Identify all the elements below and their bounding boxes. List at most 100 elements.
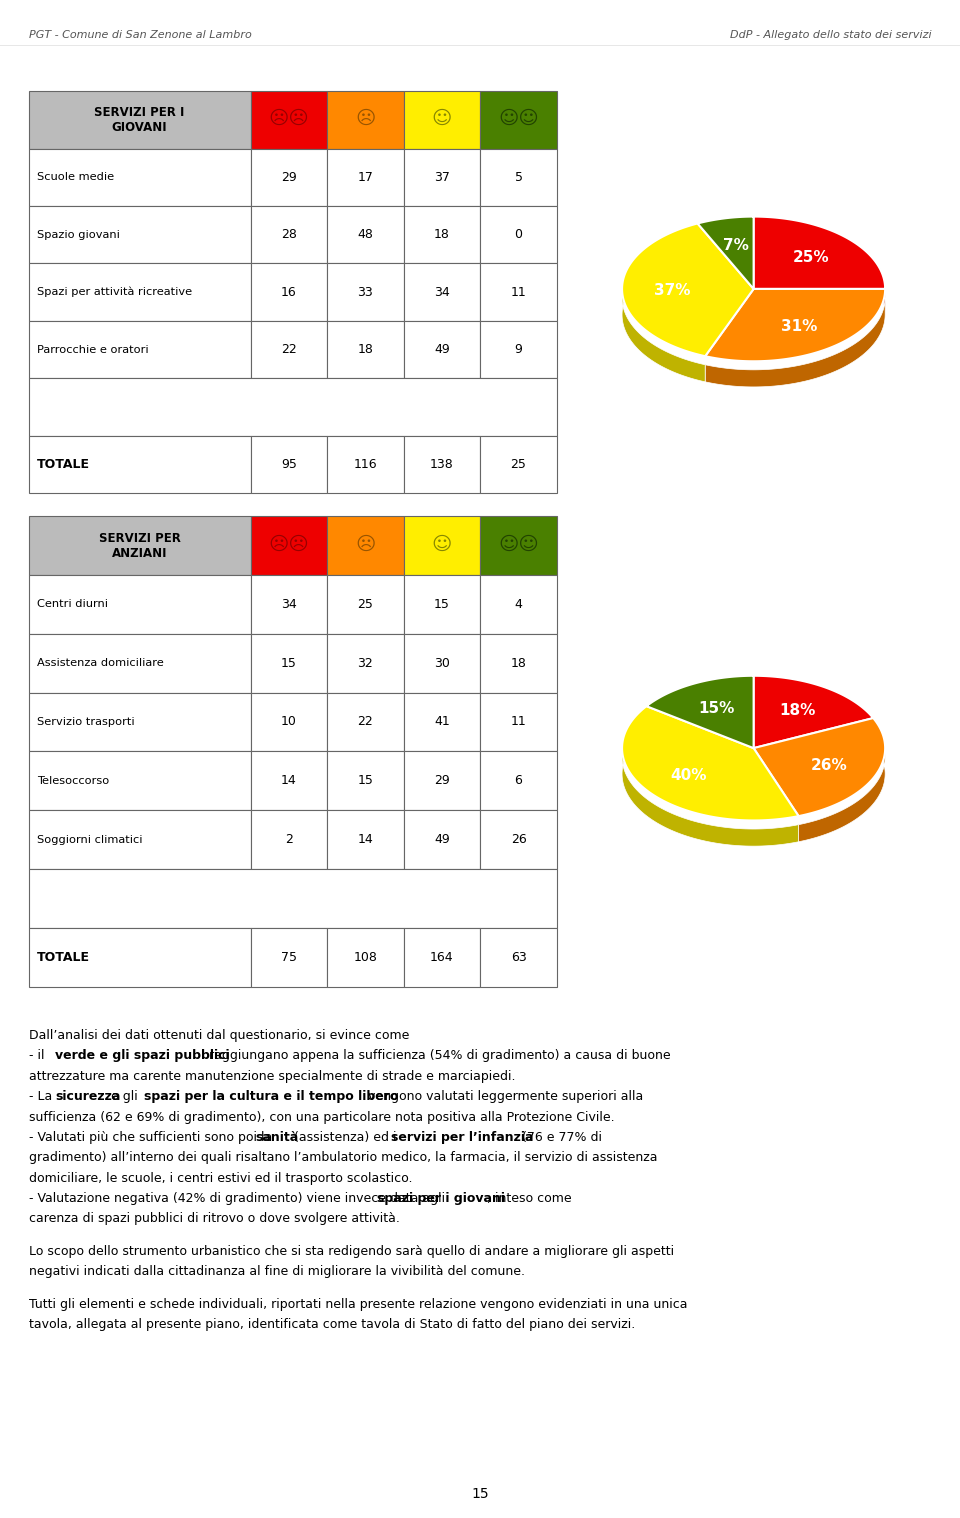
Bar — [251, 91, 327, 149]
Text: 15: 15 — [357, 774, 373, 788]
Polygon shape — [754, 217, 885, 288]
Text: 18: 18 — [357, 343, 373, 357]
Bar — [403, 149, 480, 206]
Text: 17: 17 — [357, 172, 373, 184]
Polygon shape — [698, 225, 754, 249]
Text: ☹: ☹ — [355, 534, 375, 554]
Bar — [403, 264, 480, 320]
Text: 18%: 18% — [780, 703, 816, 718]
Text: spazi per la cultura e il tempo libero: spazi per la cultura e il tempo libero — [144, 1090, 398, 1104]
Bar — [29, 870, 557, 927]
Text: TOTALE: TOTALE — [36, 458, 89, 471]
Bar — [251, 206, 327, 264]
Text: Parrocchie e oratori: Parrocchie e oratori — [36, 345, 149, 355]
Text: 26: 26 — [511, 833, 526, 846]
Text: Telesoccorso: Telesoccorso — [36, 776, 109, 786]
Text: carenza di spazi pubblici di ritrovo o dove svolgere attività.: carenza di spazi pubblici di ritrovo o d… — [29, 1213, 399, 1225]
Text: 49: 49 — [434, 343, 450, 357]
Bar — [327, 91, 403, 149]
Text: Soggiorni climatici: Soggiorni climatici — [36, 835, 142, 844]
Polygon shape — [698, 217, 754, 288]
Bar — [403, 635, 480, 692]
Text: ☺: ☺ — [432, 534, 452, 554]
Text: 48: 48 — [357, 228, 373, 241]
Bar — [29, 692, 251, 751]
Bar — [480, 575, 557, 635]
Text: 5: 5 — [515, 172, 522, 184]
Bar — [327, 751, 403, 811]
Polygon shape — [622, 232, 706, 383]
Text: ☺☺: ☺☺ — [498, 109, 539, 128]
Polygon shape — [622, 715, 799, 846]
Text: PGT - Comune di San Zenone al Lambro: PGT - Comune di San Zenone al Lambro — [29, 30, 252, 39]
Text: 15: 15 — [434, 598, 450, 610]
Text: 18: 18 — [434, 228, 450, 241]
Text: 116: 116 — [353, 458, 377, 471]
Text: 75: 75 — [281, 950, 297, 964]
Bar — [251, 811, 327, 870]
Text: (assistenza) ed i: (assistenza) ed i — [291, 1131, 401, 1145]
Text: 14: 14 — [281, 774, 297, 788]
Text: Assistenza domiciliare: Assistenza domiciliare — [36, 659, 163, 668]
Text: Scuole medie: Scuole medie — [36, 172, 114, 182]
Text: 14: 14 — [357, 833, 373, 846]
Text: 15%: 15% — [698, 701, 734, 716]
Text: 32: 32 — [357, 657, 373, 669]
Text: 26%: 26% — [810, 757, 848, 773]
Bar — [403, 751, 480, 811]
Bar — [29, 927, 251, 987]
Text: gradimento) all’interno dei quali risaltano l’ambulatorio medico, la farmacia, i: gradimento) all’interno dei quali risalt… — [29, 1151, 658, 1164]
Bar — [480, 751, 557, 811]
Bar — [403, 811, 480, 870]
Bar — [480, 811, 557, 870]
Text: Lo scopo dello strumento urbanistico che si sta redigendo sarà quello di andare : Lo scopo dello strumento urbanistico che… — [29, 1245, 674, 1258]
Text: (76 e 77% di: (76 e 77% di — [517, 1131, 602, 1145]
Text: SERVIZI PER
ANZIANI: SERVIZI PER ANZIANI — [99, 531, 180, 560]
Bar — [327, 264, 403, 320]
Polygon shape — [754, 685, 874, 744]
Bar — [403, 575, 480, 635]
Bar — [251, 516, 327, 575]
Text: ☺☺: ☺☺ — [498, 534, 539, 554]
Polygon shape — [622, 706, 799, 820]
Text: Spazi per attività ricreative: Spazi per attività ricreative — [36, 287, 192, 298]
Bar — [480, 320, 557, 378]
Text: 49: 49 — [434, 833, 450, 846]
Polygon shape — [754, 718, 885, 817]
Polygon shape — [754, 225, 885, 314]
Text: sanità: sanità — [255, 1131, 300, 1145]
Text: Centri diurni: Centri diurni — [36, 600, 108, 609]
Bar — [29, 751, 251, 811]
Text: 7%: 7% — [723, 238, 749, 252]
Text: 22: 22 — [357, 715, 373, 729]
Text: 34: 34 — [281, 598, 297, 610]
Bar — [403, 516, 480, 575]
Text: 108: 108 — [353, 950, 377, 964]
Text: 0: 0 — [515, 228, 522, 241]
Text: 25%: 25% — [793, 249, 829, 264]
Text: 29: 29 — [434, 774, 450, 788]
Text: 37%: 37% — [654, 282, 690, 298]
Text: Tutti gli elementi e schede individuali, riportati nella presente relazione veng: Tutti gli elementi e schede individuali,… — [29, 1298, 687, 1312]
Bar — [403, 320, 480, 378]
Text: - Valutazione negativa (42% di gradimento) viene invece data agli: - Valutazione negativa (42% di gradiment… — [29, 1192, 449, 1205]
Bar — [251, 320, 327, 378]
Bar — [403, 927, 480, 987]
Bar — [29, 91, 251, 149]
Text: 95: 95 — [281, 458, 297, 471]
Text: Dall’analisi dei dati ottenuti dal questionario, si evince come: Dall’analisi dei dati ottenuti dal quest… — [29, 1029, 409, 1043]
Text: 4: 4 — [515, 598, 522, 610]
Polygon shape — [646, 685, 754, 732]
Bar — [29, 811, 251, 870]
Bar — [251, 927, 327, 987]
Bar — [251, 264, 327, 320]
Text: 34: 34 — [434, 285, 450, 299]
Text: 22: 22 — [281, 343, 297, 357]
Bar — [327, 811, 403, 870]
Bar — [29, 436, 251, 493]
Bar — [327, 692, 403, 751]
Text: raggiungano appena la sufficienza (54% di gradimento) a causa di buone: raggiungano appena la sufficienza (54% d… — [205, 1049, 671, 1063]
Text: 15: 15 — [471, 1486, 489, 1501]
Bar — [327, 635, 403, 692]
Bar — [327, 149, 403, 206]
